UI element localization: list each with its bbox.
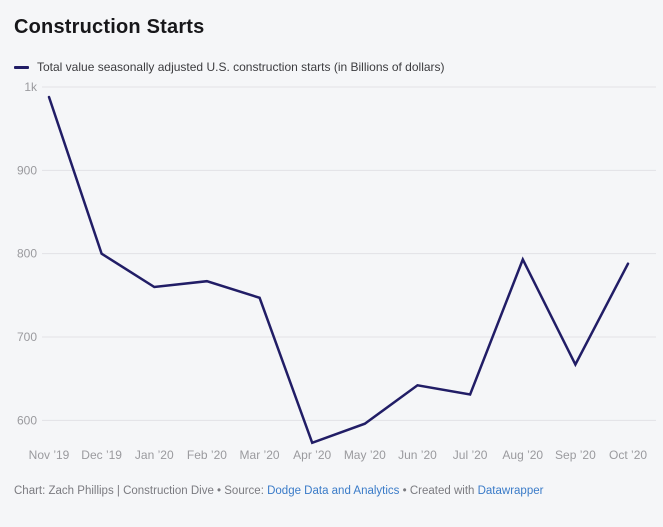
legend-line-swatch [14,65,29,69]
page-title: Construction Starts [14,16,205,38]
legend: Total value seasonally adjusted U.S. con… [14,60,445,74]
x-tick-label: Oct ’20 [609,448,647,462]
x-tick-label: Jul ’20 [453,448,488,462]
x-tick-label: Jan ’20 [135,448,174,462]
x-tick-label: Dec ’19 [81,448,122,462]
y-tick-label: 1k [24,80,38,94]
legend-label: Total value seasonally adjusted U.S. con… [37,60,445,74]
datawrapper-link[interactable]: Datawrapper [477,485,544,497]
series-line [47,95,630,445]
y-tick-label: 800 [17,247,37,261]
x-tick-label: Jun ’20 [398,448,437,462]
footer-byline: Chart: Zach Phillips | Construction Dive… [14,485,268,497]
source-link[interactable]: Dodge Data and Analytics [267,485,400,497]
footer-created-with: • Created with [399,485,478,497]
y-tick-label: 600 [17,413,37,427]
y-tick-label: 900 [17,163,37,177]
chart-footer: Chart: Zach Phillips | Construction Dive… [14,485,653,497]
x-tick-label: Feb ’20 [187,448,227,462]
x-tick-label: May ’20 [344,448,386,462]
x-tick-label: Apr ’20 [293,448,331,462]
x-tick-label: Mar ’20 [240,448,280,462]
x-tick-label: Sep ’20 [555,448,596,462]
x-tick-label: Aug ’20 [502,448,543,462]
y-tick-label: 700 [17,330,37,344]
x-tick-label: Nov ’19 [29,448,70,462]
